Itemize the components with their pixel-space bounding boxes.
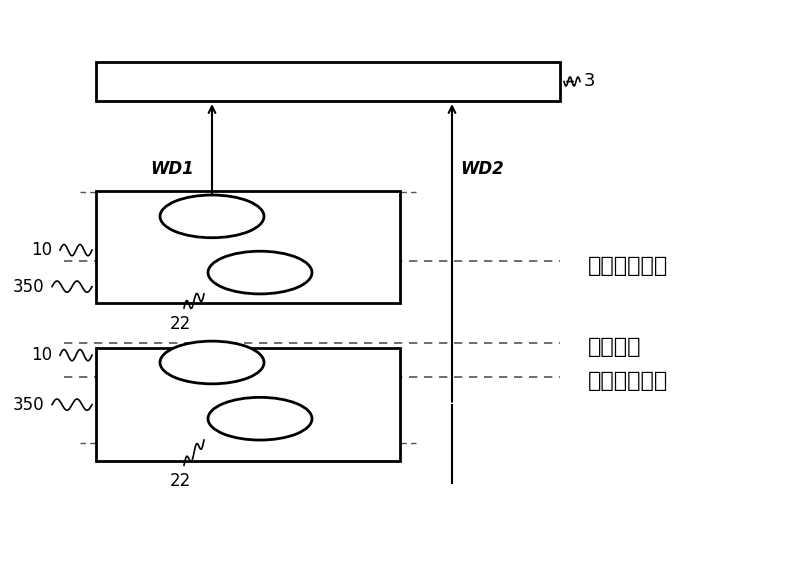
Ellipse shape	[160, 341, 264, 384]
Text: 22: 22	[170, 315, 190, 333]
Ellipse shape	[208, 251, 312, 294]
Text: 350: 350	[12, 278, 44, 296]
Bar	[96, 348, 400, 461]
Ellipse shape	[160, 195, 264, 238]
Ellipse shape	[208, 397, 312, 440]
Text: 10: 10	[31, 346, 52, 364]
Text: 第一中立位置: 第一中立位置	[588, 256, 668, 276]
Text: 10: 10	[31, 241, 52, 259]
Text: 22: 22	[170, 472, 190, 490]
Text: 350: 350	[12, 396, 44, 414]
Text: 3: 3	[584, 72, 595, 90]
Bar	[96, 191, 400, 303]
Text: 第二中立位置: 第二中立位置	[588, 371, 668, 391]
Text: 中立位置: 中立位置	[588, 337, 642, 357]
Bar	[96, 62, 560, 101]
Text: WD1: WD1	[150, 160, 194, 178]
Text: WD2: WD2	[460, 160, 504, 178]
